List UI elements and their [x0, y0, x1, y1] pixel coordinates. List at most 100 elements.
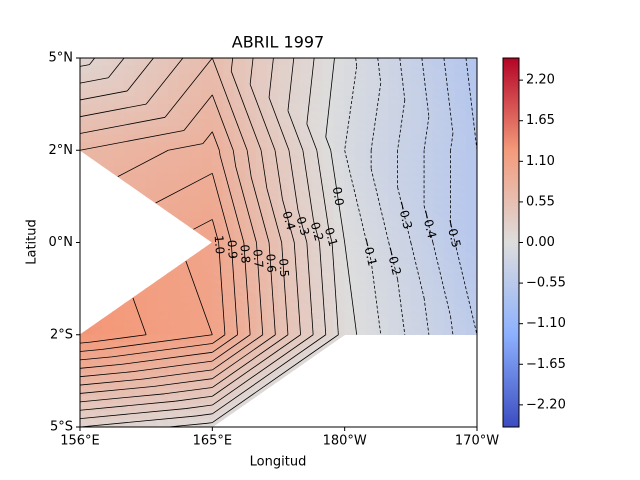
field-cell [79, 149, 92, 159]
y-tick-label: 2°S [50, 327, 73, 342]
x-tick-label: 170°W [455, 434, 499, 449]
contour-line [344, 150, 368, 243]
contour-line [232, 150, 237, 167]
contour-line [243, 242, 246, 266]
contour-line [450, 223, 456, 243]
contour-line [245, 265, 251, 335]
x-tick-label: 165°E [193, 434, 233, 449]
contour-line [282, 198, 295, 243]
contour-line [423, 116, 430, 151]
contour-line [366, 242, 372, 262]
contour-line [154, 378, 213, 387]
contour-label: −0.3 [395, 199, 415, 231]
contour-line [79, 415, 197, 428]
contour-line [211, 219, 220, 243]
contour-line [465, 57, 478, 151]
contour-line [132, 360, 213, 373]
contour-line [399, 57, 406, 100]
contour-line [211, 131, 220, 151]
contour-line [79, 341, 91, 344]
contour-label: 1.0 [212, 235, 227, 255]
field-cell [333, 334, 346, 344]
contour-line [330, 150, 346, 243]
field-cell [101, 165, 114, 174]
field-cell [156, 203, 169, 213]
contour-line [331, 242, 339, 331]
contour-line [306, 123, 318, 151]
contour-line [212, 334, 251, 362]
field-cell [189, 249, 202, 259]
contour-line [79, 349, 102, 352]
field-cell [421, 326, 434, 336]
contour-line [249, 57, 254, 85]
contour-line [319, 242, 326, 321]
contour-line [355, 57, 358, 67]
colorbar-tick-label: 2.20 [526, 73, 555, 88]
contour-line [193, 219, 213, 230]
contour-line [410, 242, 425, 298]
contour-line [443, 57, 454, 134]
contour-line [117, 149, 169, 177]
contour-line [328, 231, 333, 243]
contour-line [311, 311, 314, 335]
colorbar-tick-label: 1.10 [526, 154, 555, 169]
field-cell [167, 211, 180, 221]
colorbar-tick-label: 0.55 [526, 194, 555, 209]
contour-line [79, 77, 109, 84]
contour-label: 0.7 [250, 249, 265, 269]
field-cell [267, 380, 280, 390]
contour-line [271, 283, 276, 335]
contour-line [219, 155, 245, 243]
contour-line [212, 334, 226, 344]
contour-line [274, 150, 283, 200]
contour-line [370, 168, 390, 243]
contour-label: 0.5 [276, 258, 291, 278]
contour-line [212, 334, 301, 397]
contour-line [423, 205, 434, 243]
colorbar-tick-label: −1.65 [526, 357, 566, 372]
colorbar-tick-label: −1.10 [526, 316, 566, 331]
contour-line [268, 57, 274, 98]
field-cell [223, 411, 236, 420]
contour-line [313, 220, 320, 243]
field-cell [200, 241, 213, 251]
contour-line [235, 166, 257, 243]
colorbar-tick-label: −2.20 [526, 397, 566, 412]
contour-line [79, 400, 176, 411]
contour-label: 0.6 [263, 253, 278, 273]
field-cell [123, 180, 136, 190]
contour-line [230, 57, 234, 72]
contour-line [185, 404, 213, 409]
field-cell [112, 303, 125, 312]
contour-line [218, 150, 221, 156]
contour-line [344, 66, 358, 151]
field-cell [90, 157, 103, 167]
contour-line [143, 369, 213, 380]
field-cell [388, 326, 401, 336]
field-cell [134, 188, 147, 197]
contour-line [306, 57, 315, 124]
chart-title: ABRIL 1997 [232, 33, 324, 52]
contour-line [175, 395, 213, 402]
field-cell [200, 234, 213, 244]
contour-label: −0.5 [443, 217, 463, 249]
contour-label: 0.1 [322, 226, 341, 248]
contour-line [211, 173, 232, 243]
field-cell [289, 365, 302, 374]
x-tick-label: 156°E [60, 434, 100, 449]
contour-line [212, 334, 339, 423]
field-cell [465, 326, 478, 336]
contour-line [101, 334, 213, 350]
field-cell [90, 318, 103, 328]
field-cell [101, 311, 114, 320]
field-cell [344, 326, 357, 336]
contour-line [432, 242, 451, 317]
contour-label: −0.4 [419, 208, 439, 240]
contour-line [79, 408, 186, 420]
field-cell [234, 403, 247, 413]
contour-line [79, 386, 155, 394]
field-cell [278, 372, 291, 382]
contour-line [79, 103, 147, 118]
field-cell [311, 349, 324, 359]
